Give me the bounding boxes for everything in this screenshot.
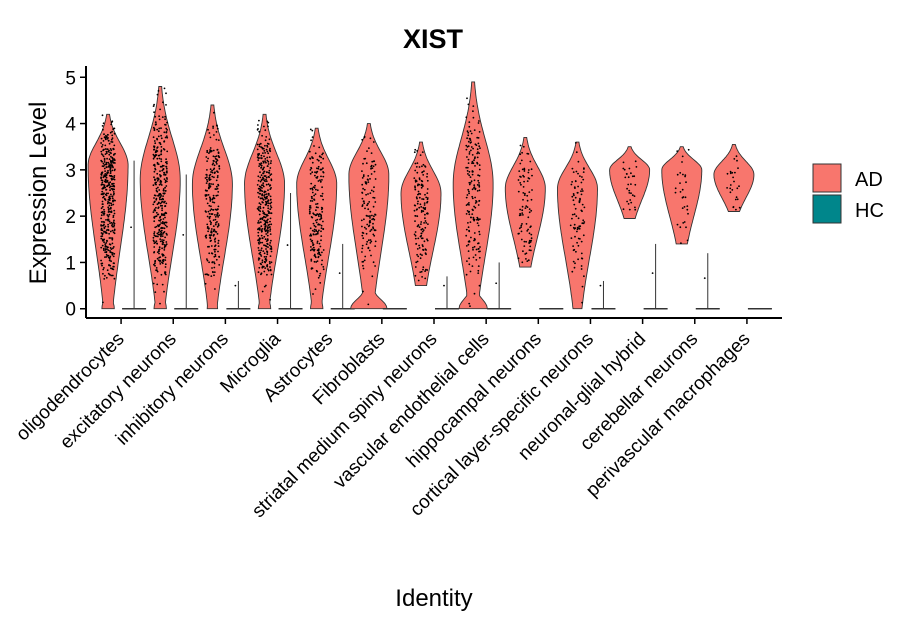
y-tick-label: 2 xyxy=(65,207,76,228)
point-hc xyxy=(651,272,654,274)
x-axis-label: Identity xyxy=(395,585,472,612)
legend-label-hc: HC xyxy=(855,200,884,222)
jitter-points-ad xyxy=(256,119,273,301)
jitter-points-ad xyxy=(726,155,741,211)
violin-ad xyxy=(557,141,598,310)
violin-ad xyxy=(504,136,546,268)
y-tick-label: 1 xyxy=(65,253,76,274)
jitter-points-ad xyxy=(100,114,116,304)
jitter-points-ad xyxy=(674,148,690,245)
point-hc xyxy=(599,284,602,287)
point-hc xyxy=(286,244,289,246)
jitter-points-ad xyxy=(308,128,325,295)
jitter-points-ad xyxy=(413,148,429,282)
point-hc xyxy=(703,277,706,280)
point-hc xyxy=(234,284,237,287)
y-tick-label: 0 xyxy=(65,300,76,321)
point-hc xyxy=(182,233,185,236)
violin-ad xyxy=(244,113,285,310)
point-hc xyxy=(495,282,498,285)
violin-ad xyxy=(661,146,703,245)
jitter-points-ad xyxy=(517,144,533,264)
violin-ad xyxy=(713,143,755,212)
jitter-points-ad xyxy=(465,97,481,307)
violin-ad xyxy=(400,141,442,287)
legend-label-ad: AD xyxy=(855,169,883,191)
point-hc xyxy=(338,272,341,274)
violin-ad xyxy=(296,127,338,310)
violin-ad xyxy=(452,81,494,310)
jitter-points-ad xyxy=(569,142,586,304)
legend-swatch-hc xyxy=(812,194,842,224)
jitter-points-ad xyxy=(622,160,638,211)
legend-swatch-ad xyxy=(812,163,842,193)
point-hc xyxy=(130,226,132,229)
y-tick-label: 5 xyxy=(65,68,76,89)
y-axis-label: Expression Level xyxy=(25,102,52,285)
jitter-points-ad xyxy=(204,111,221,290)
violin-ad xyxy=(191,104,233,310)
violin-ad xyxy=(609,146,651,219)
chart-title: XIST xyxy=(403,24,464,54)
y-tick-label: 3 xyxy=(65,161,76,182)
legend: AD HC xyxy=(812,163,884,224)
point-hc xyxy=(443,284,445,287)
jitter-points-ad xyxy=(360,135,377,306)
jitter-points-ad xyxy=(152,87,169,305)
y-tick-label: 4 xyxy=(65,115,76,136)
